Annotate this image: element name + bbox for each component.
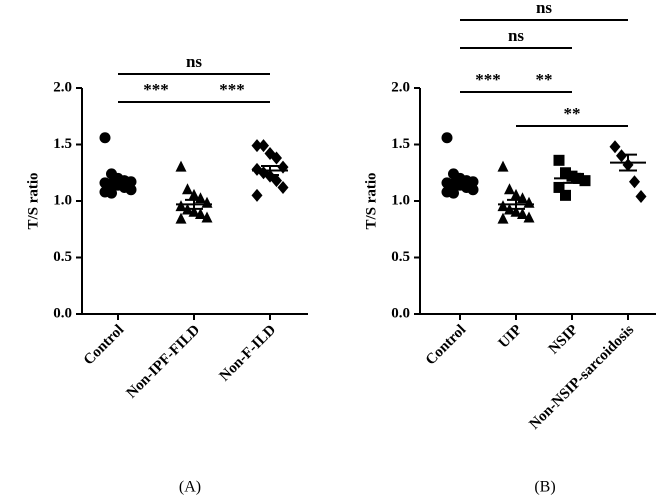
y-tick-label: 0.5 <box>53 249 72 265</box>
data-point <box>497 160 509 172</box>
data-point <box>510 205 522 217</box>
data-point <box>609 140 621 154</box>
significance-label: ns <box>508 26 524 45</box>
x-tick-label: NSIP <box>546 322 581 357</box>
data-point <box>510 188 522 200</box>
significance-label: ** <box>564 104 581 123</box>
significance-label: ns <box>536 0 552 17</box>
data-point <box>99 132 111 144</box>
data-point <box>277 160 289 174</box>
data-point <box>251 188 263 202</box>
error-bar <box>451 176 469 188</box>
y-tick-label: 0.0 <box>53 305 72 321</box>
data-point <box>175 160 187 172</box>
x-tick-label: Control <box>81 322 127 368</box>
y-tick-label: 0.0 <box>391 305 410 321</box>
data-point <box>616 149 627 163</box>
data-point <box>106 187 117 199</box>
y-tick-label: 2.0 <box>53 79 72 95</box>
data-point <box>125 184 137 196</box>
data-point <box>271 174 282 188</box>
error-bar <box>563 172 581 184</box>
x-tick-label: Non-IPF-FILD <box>124 322 204 402</box>
data-point <box>579 175 591 187</box>
y-tick-label: 1.0 <box>53 192 72 208</box>
y-tick-label: 1.0 <box>391 192 410 208</box>
data-point <box>448 187 459 199</box>
data-point <box>441 132 453 144</box>
data-point <box>560 189 571 201</box>
x-tick-label: Control <box>423 322 469 368</box>
significance-label: ** <box>536 70 553 89</box>
error-bar <box>507 198 525 210</box>
data-point <box>188 205 200 217</box>
y-tick-label: 1.5 <box>53 136 72 152</box>
data-point <box>497 212 509 224</box>
y-tick-label: 0.5 <box>391 249 410 265</box>
error-bar <box>185 198 203 210</box>
data-point <box>504 183 515 195</box>
data-point <box>523 211 535 223</box>
y-tick-label: 2.0 <box>391 79 410 95</box>
y-axis-label: T/S ratio <box>363 172 379 229</box>
data-point <box>251 139 263 153</box>
significance-label: *** <box>143 80 169 99</box>
data-point <box>258 139 269 153</box>
significance-label: ns <box>186 52 202 71</box>
data-point <box>629 175 640 189</box>
x-tick-label: Non-NSIP-sarcoidosis <box>527 322 638 433</box>
error-bar <box>261 164 279 177</box>
data-point <box>188 188 200 200</box>
data-point <box>175 200 187 212</box>
data-point <box>175 212 187 224</box>
y-axis-label: T/S ratio <box>25 172 41 229</box>
data-point <box>560 167 571 179</box>
y-tick-label: 1.5 <box>391 136 410 152</box>
data-point <box>467 184 479 196</box>
data-point <box>497 200 509 212</box>
caption: (A) <box>179 479 201 496</box>
data-point <box>201 211 213 223</box>
caption: (B) <box>534 479 555 496</box>
significance-label: *** <box>475 70 501 89</box>
data-point <box>553 154 565 166</box>
x-tick-label: UIP <box>496 322 526 352</box>
data-point <box>517 208 528 220</box>
data-point <box>277 180 289 194</box>
data-point <box>635 189 647 203</box>
significance-label: *** <box>219 80 245 99</box>
data-point <box>553 181 565 193</box>
data-point <box>182 183 193 195</box>
data-point <box>195 208 206 220</box>
x-tick-label: Non-F-ILD <box>217 322 280 385</box>
error-bar <box>619 153 637 172</box>
error-bar <box>109 176 127 188</box>
data-point <box>271 151 282 165</box>
